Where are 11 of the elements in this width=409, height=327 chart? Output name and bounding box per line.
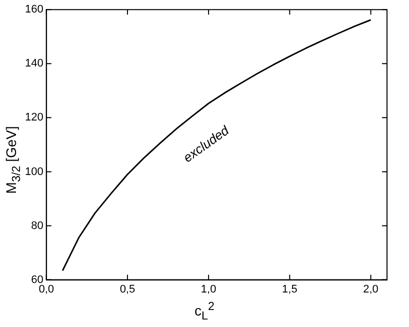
x-tick-label: 0,0 — [38, 283, 54, 296]
y-tick-label: 120 — [24, 112, 44, 124]
y-tick-label: 80 — [31, 220, 44, 232]
x-tick-label: 1,5 — [282, 283, 298, 296]
x-tick-label: 1,0 — [200, 283, 216, 296]
y-tick-label: 140 — [24, 58, 44, 70]
y-tick-label: 100 — [24, 166, 44, 178]
y-tick-label: 60 — [31, 274, 44, 286]
y-tick-label: 160 — [24, 4, 44, 16]
x-tick-label: 0,5 — [120, 283, 136, 296]
x-tick-label: 2,0 — [363, 283, 378, 296]
